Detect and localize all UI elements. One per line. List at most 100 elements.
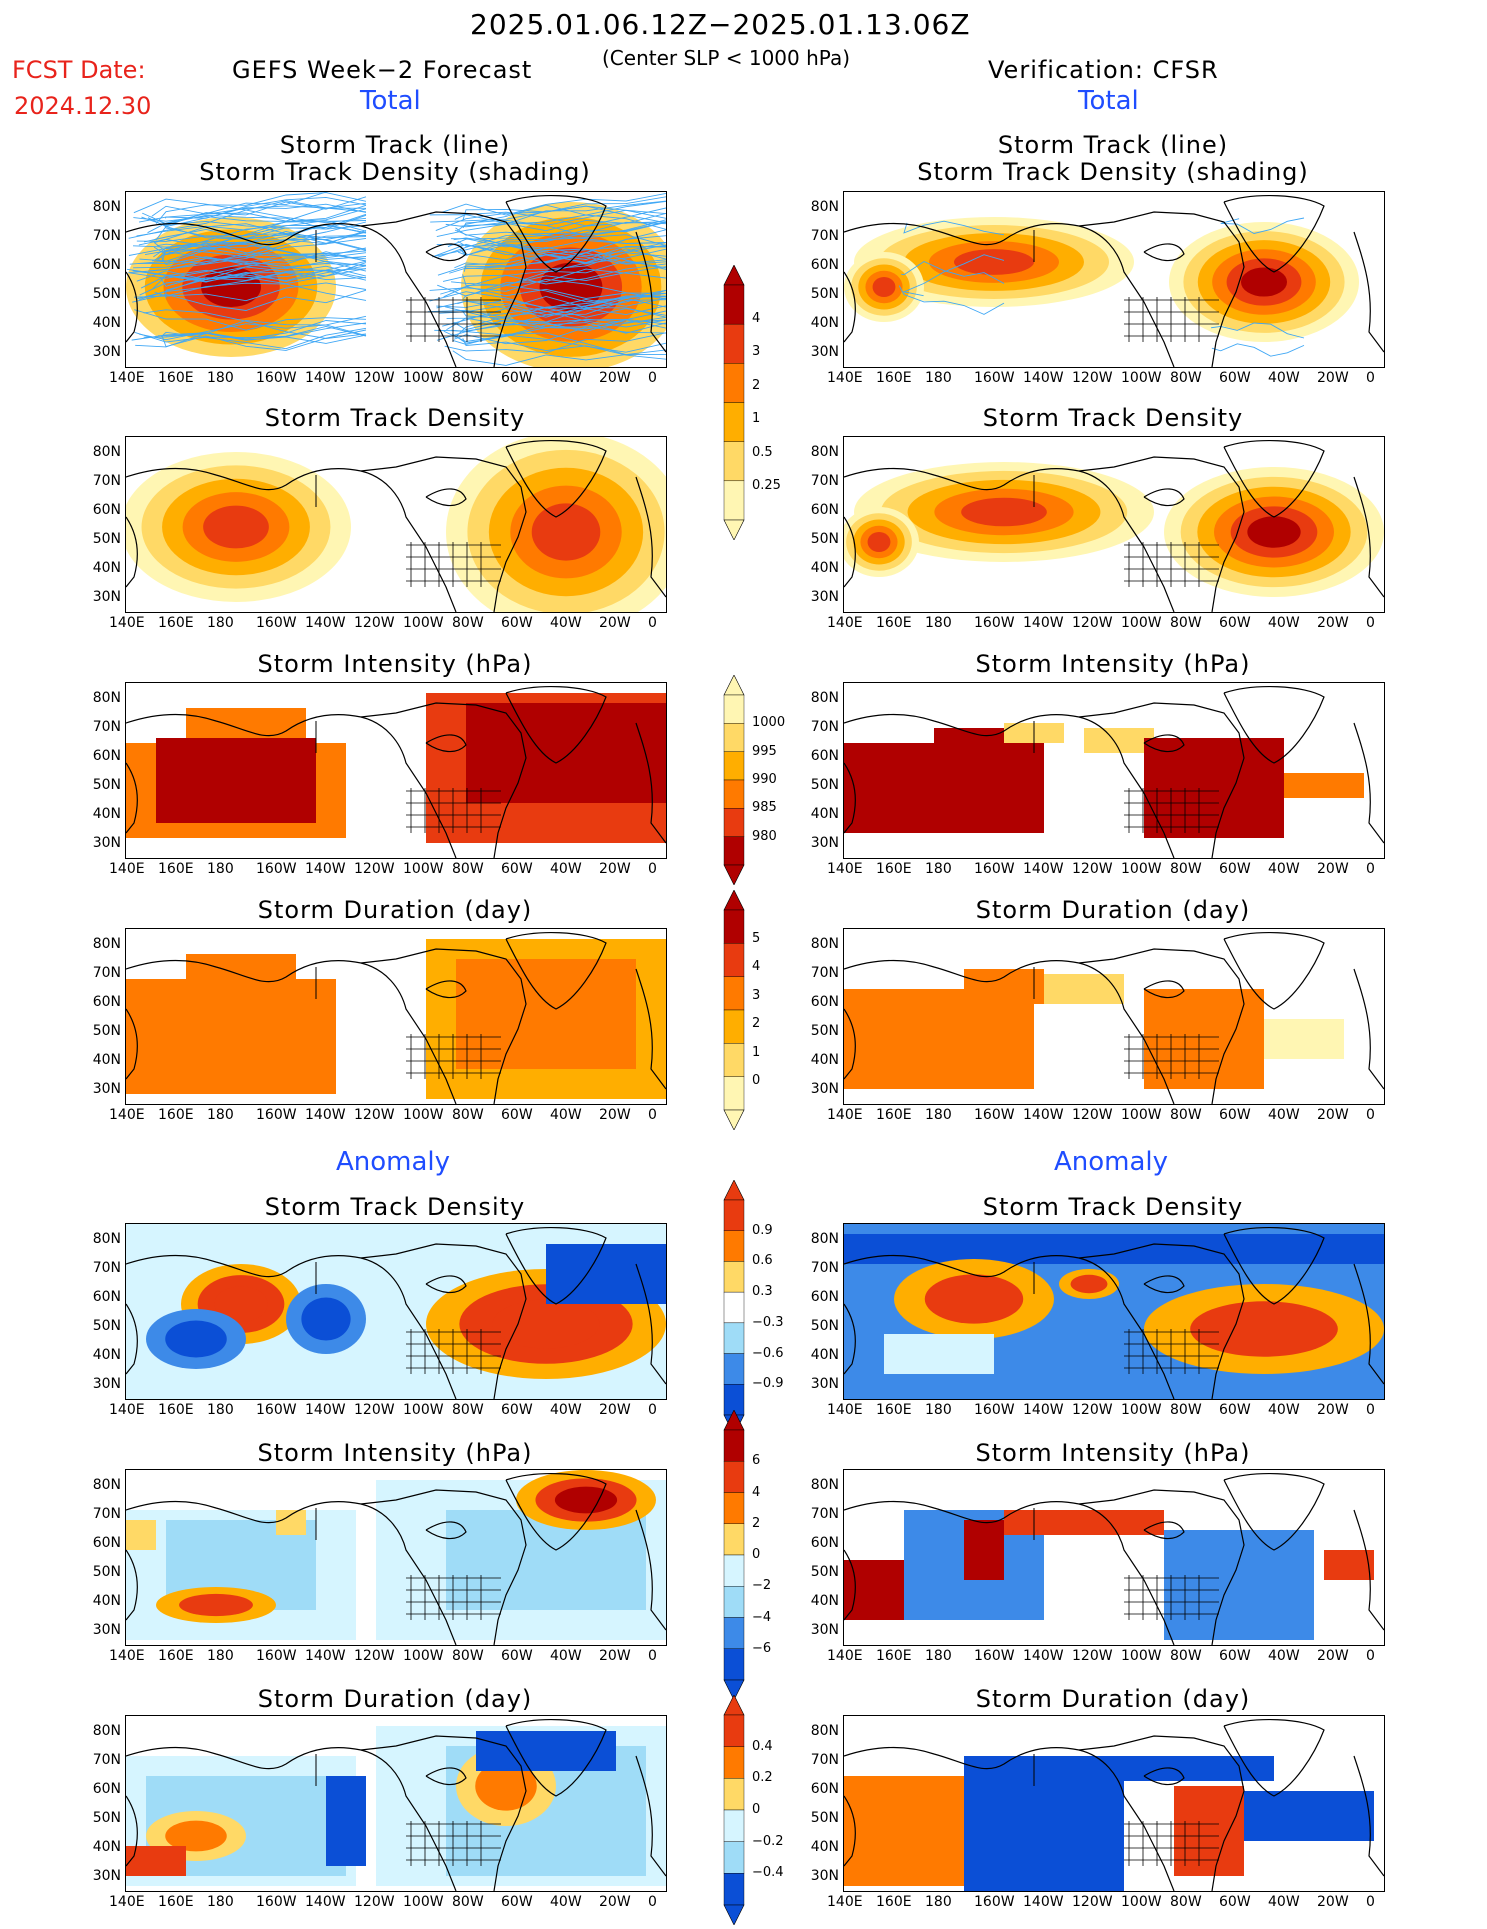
lat-tick-label: 30N (803, 1081, 839, 1097)
lat-tick-label: 30N (85, 1081, 121, 1097)
lat-tick-label: 60N (803, 994, 839, 1010)
lon-tick-label: 60W (501, 370, 533, 386)
lat-tick-label: 80N (803, 1231, 839, 1247)
map-l-3 (125, 928, 667, 1105)
map-l-4 (125, 1223, 667, 1400)
lat-tick-label: 60N (803, 748, 839, 764)
lon-tick-label: 20W (1317, 1894, 1349, 1910)
lon-tick-label: 20W (1317, 861, 1349, 877)
lon-tick-label: 80W (1170, 1402, 1202, 1418)
lon-tick-label: 180 (207, 861, 234, 877)
lon-tick-label: 80W (1170, 1648, 1202, 1664)
colorbar-tick-label: 1 (752, 1045, 760, 1060)
lon-tick-label: 100W (1121, 1894, 1162, 1910)
panel-title-track-right: Storm Track (line) (843, 131, 1383, 159)
colorbar-tick-label: −0.2 (752, 1834, 784, 1849)
lon-tick-label: 140W (1023, 1648, 1064, 1664)
lon-tick-label: 160W (974, 370, 1015, 386)
lat-tick-label: 80N (803, 199, 839, 215)
colorbar-tick-label: −6 (752, 1641, 771, 1656)
lon-tick-label: 60W (501, 1894, 533, 1910)
lon-tick-label: 20W (599, 1402, 631, 1418)
lon-tick-label: 40W (1268, 1648, 1300, 1664)
colorbar-tick-label: 0 (752, 1802, 760, 1817)
colorbar-tick-label: 3 (752, 344, 760, 359)
lat-tick-label: 50N (803, 1564, 839, 1580)
colorbar-tick-label: 0.4 (752, 1739, 773, 1754)
lon-tick-label: 0 (648, 861, 657, 877)
lon-tick-label: 60W (501, 615, 533, 631)
right-anomaly-heading: Anomaly (1054, 1147, 1168, 1177)
lon-tick-label: 40W (1268, 1402, 1300, 1418)
lon-tick-label: 120W (354, 1402, 395, 1418)
lon-tick-label: 80W (1170, 861, 1202, 877)
panel-title-intensity-anom-left: Storm Intensity (hPa) (125, 1439, 665, 1467)
colorbar-tick-label: −0.3 (752, 1315, 784, 1330)
lat-tick-label: 30N (803, 589, 839, 605)
lon-tick-label: 40W (550, 1107, 582, 1123)
colorbar-tick-label: 5 (752, 931, 760, 946)
lon-tick-label: 60W (501, 1402, 533, 1418)
lat-tick-label: 70N (803, 965, 839, 981)
lat-tick-label: 40N (803, 315, 839, 331)
colorbar-tick-label: 4 (752, 311, 760, 326)
right-model-title: Verification: CFSR (988, 56, 1219, 84)
colorbar-tick-label: 2 (752, 378, 760, 393)
slp-criterion: (Center SLP < 1000 hPa) (602, 46, 850, 70)
lon-tick-label: 140E (827, 370, 863, 386)
lon-tick-label: 80W (452, 1648, 484, 1664)
lon-tick-label: 80W (452, 370, 484, 386)
fcst-date-value: 2024.12.30 (14, 92, 151, 120)
lon-tick-label: 160W (974, 615, 1015, 631)
lon-tick-label: 0 (648, 1648, 657, 1664)
lon-tick-label: 160E (876, 1894, 912, 1910)
lat-tick-label: 40N (85, 1052, 121, 1068)
lon-tick-label: 160E (876, 861, 912, 877)
panel-title-intensity-anom-right: Storm Intensity (hPa) (843, 1439, 1383, 1467)
lon-tick-label: 80W (452, 861, 484, 877)
lon-tick-label: 100W (1121, 1107, 1162, 1123)
lon-tick-label: 180 (925, 370, 952, 386)
lon-tick-label: 160E (876, 1648, 912, 1664)
lon-tick-label: 100W (1121, 861, 1162, 877)
fcst-date-label: FCST Date: (12, 56, 146, 84)
lon-tick-label: 120W (354, 615, 395, 631)
lon-tick-label: 140E (827, 1648, 863, 1664)
lon-tick-label: 140W (1023, 1402, 1064, 1418)
lon-tick-label: 160W (256, 1107, 297, 1123)
lat-tick-label: 80N (85, 690, 121, 706)
left-total-heading: Total (360, 86, 421, 116)
lat-tick-label: 50N (85, 1810, 121, 1826)
lon-tick-label: 120W (1072, 1402, 1113, 1418)
lon-tick-label: 140W (1023, 1894, 1064, 1910)
colorbar-tick-label: 980 (752, 829, 777, 844)
colorbar-intensity-anomaly: 6 4 2 0 −2 −4 −6 (722, 1410, 746, 1704)
lat-tick-label: 50N (85, 1318, 121, 1334)
lat-tick-label: 80N (803, 690, 839, 706)
lon-tick-label: 140W (305, 861, 346, 877)
lon-tick-label: 20W (1317, 370, 1349, 386)
panel-subtitle-track-right: Storm Track Density (shading) (843, 158, 1383, 186)
lat-tick-label: 70N (85, 1506, 121, 1522)
lat-tick-label: 60N (85, 1781, 121, 1797)
lon-tick-label: 180 (207, 1107, 234, 1123)
lon-tick-label: 60W (1219, 370, 1251, 386)
colorbar-tick-label: 4 (752, 959, 760, 974)
colorbar-tick-label: 0.3 (752, 1284, 773, 1299)
lon-tick-label: 100W (403, 1894, 444, 1910)
lon-tick-label: 160W (256, 1894, 297, 1910)
colorbar-tick-label: 2 (752, 1516, 760, 1531)
colorbar-tick-label: 0.6 (752, 1253, 773, 1268)
lon-tick-label: 20W (599, 1648, 631, 1664)
lon-tick-label: 80W (1170, 1107, 1202, 1123)
colorbar-tick-label: −4 (752, 1610, 771, 1625)
lon-tick-label: 80W (452, 1402, 484, 1418)
lat-tick-label: 40N (803, 1839, 839, 1855)
lat-tick-label: 50N (803, 1023, 839, 1039)
lat-tick-label: 30N (803, 344, 839, 360)
lon-tick-label: 20W (599, 615, 631, 631)
lon-tick-label: 20W (1317, 1107, 1349, 1123)
lon-tick-label: 160W (974, 1107, 1015, 1123)
lat-tick-label: 40N (85, 1593, 121, 1609)
map-r-3 (843, 928, 1385, 1105)
